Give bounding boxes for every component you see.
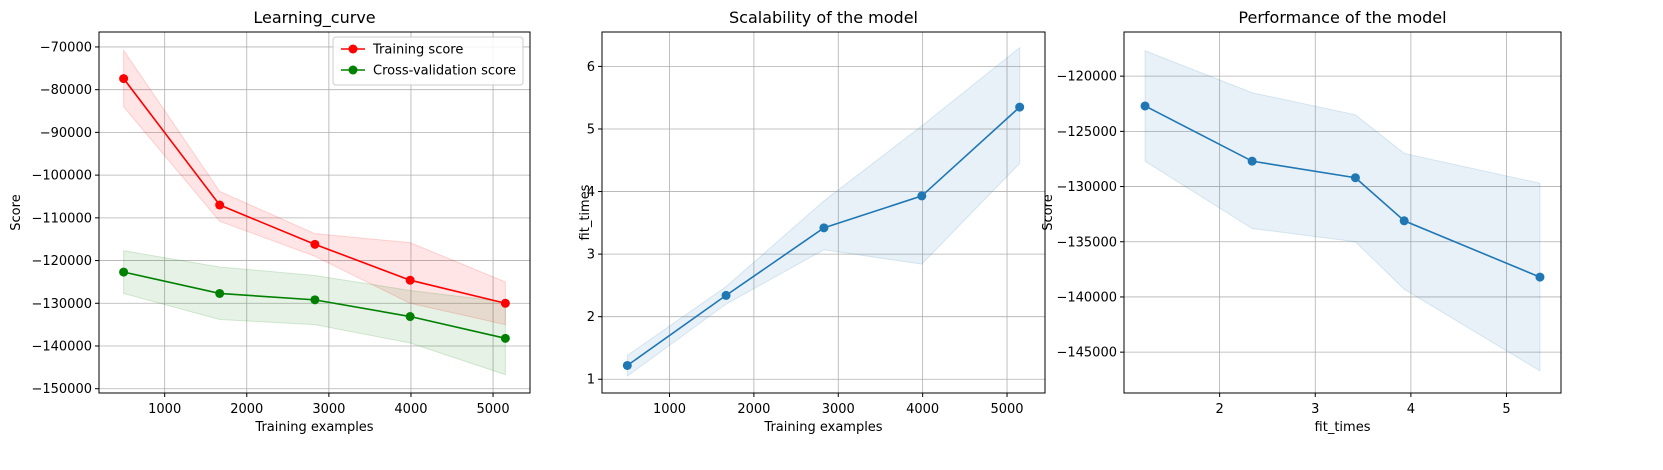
x-tick-label: 5000 <box>477 402 510 417</box>
legend-box <box>332 36 524 86</box>
x-tick-label: 5000 <box>990 402 1023 417</box>
confidence-band <box>123 48 506 326</box>
x-tick-label: 4000 <box>394 402 427 417</box>
data-point <box>1399 216 1409 226</box>
data-point <box>119 74 129 84</box>
x-tick-label: 1000 <box>653 402 686 417</box>
data-point <box>310 239 320 249</box>
x-axis-label: Training examples <box>254 420 373 435</box>
data-point <box>1350 173 1360 183</box>
y-tick-label: −150000 <box>31 382 92 397</box>
data-point <box>405 275 415 285</box>
chart-title: Scalability of the model <box>729 8 918 27</box>
legend-entry-label: Cross-validation score <box>373 64 516 79</box>
data-point <box>310 295 320 305</box>
grid <box>602 32 1045 393</box>
x-tick-label: 3000 <box>822 402 855 417</box>
y-tick-label: 4 <box>587 185 595 200</box>
data-point <box>119 267 129 277</box>
confidence-band <box>626 46 1021 378</box>
x-tick-label: 3 <box>1311 402 1319 417</box>
y-axis-label: fit_times <box>578 184 593 240</box>
legend-entry-label: Training score <box>372 43 463 58</box>
x-tick-label: 2000 <box>230 402 263 417</box>
x-tick-label: 1000 <box>148 402 181 417</box>
y-tick-label: 1 <box>587 373 595 388</box>
y-tick-label: 2 <box>587 310 595 325</box>
data-point <box>1140 101 1150 111</box>
y-tick-label: −100000 <box>31 169 92 184</box>
scalability-panel: 1000 2000 3000 4000 5000 1 2 3 4 5 6 Scalability of… <box>578 8 1046 435</box>
legend-marker <box>348 65 358 75</box>
performance-panel: 2 3 4 5 −145000 −140000 −135000 −130000 −125000 −… <box>1041 8 1562 435</box>
x-tick-label: 4 <box>1407 402 1415 417</box>
data-point <box>500 333 510 343</box>
chart-title: Learning_curve <box>253 8 375 28</box>
y-tick-label: −135000 <box>1056 235 1117 250</box>
y-tick-label: −120000 <box>1056 70 1117 85</box>
confidence-band <box>1144 50 1541 372</box>
y-tick-label: 6 <box>587 60 595 75</box>
data-point <box>215 288 225 298</box>
x-tick-label: 4000 <box>906 402 939 417</box>
legend: Training score Cross-validation score <box>332 36 524 86</box>
y-tick-label: −140000 <box>1056 290 1117 305</box>
data-point <box>917 191 927 201</box>
learning-curve-panel: 1000 2000 3000 4000 5000 −150000 −140000 −13000… <box>9 8 531 435</box>
data-point <box>721 290 731 300</box>
data-point <box>819 223 829 233</box>
y-tick-label: −140000 <box>31 340 92 355</box>
grid <box>1124 32 1561 393</box>
y-tick-label: −125000 <box>1056 125 1117 140</box>
y-tick-label: −70000 <box>40 40 92 55</box>
data-point <box>622 360 632 370</box>
axes-frame <box>601 31 1046 394</box>
x-tick-label: 3000 <box>312 402 345 417</box>
y-tick-label: −145000 <box>1056 346 1117 361</box>
data-point <box>1015 102 1025 112</box>
data-point <box>1247 156 1257 166</box>
x-axis-label: fit_times <box>1315 420 1371 435</box>
data-point <box>405 312 415 322</box>
y-axis-label: Score <box>9 194 24 230</box>
y-axis-label: Score <box>1041 194 1056 230</box>
axes-frame <box>98 31 531 394</box>
data-point <box>500 298 510 308</box>
x-axis-label: Training examples <box>763 420 882 435</box>
x-tick-label: 5 <box>1502 402 1510 417</box>
chart-title: Performance of the model <box>1238 8 1446 27</box>
y-tick-label: −90000 <box>40 126 92 141</box>
legend-marker <box>348 44 358 54</box>
x-tick-label: 2000 <box>737 402 770 417</box>
y-tick-label: 3 <box>587 248 595 263</box>
axes-frame <box>1123 31 1562 394</box>
y-tick-label: −130000 <box>31 297 92 312</box>
x-tick-label: 2 <box>1215 402 1223 417</box>
confidence-band <box>123 250 506 376</box>
data-point <box>1535 272 1545 282</box>
data-point <box>215 200 225 210</box>
y-tick-label: −80000 <box>40 83 92 98</box>
y-tick-label: 5 <box>587 122 595 137</box>
y-tick-label: −120000 <box>31 254 92 269</box>
y-tick-label: −130000 <box>1056 180 1117 195</box>
y-tick-label: −110000 <box>31 211 92 226</box>
